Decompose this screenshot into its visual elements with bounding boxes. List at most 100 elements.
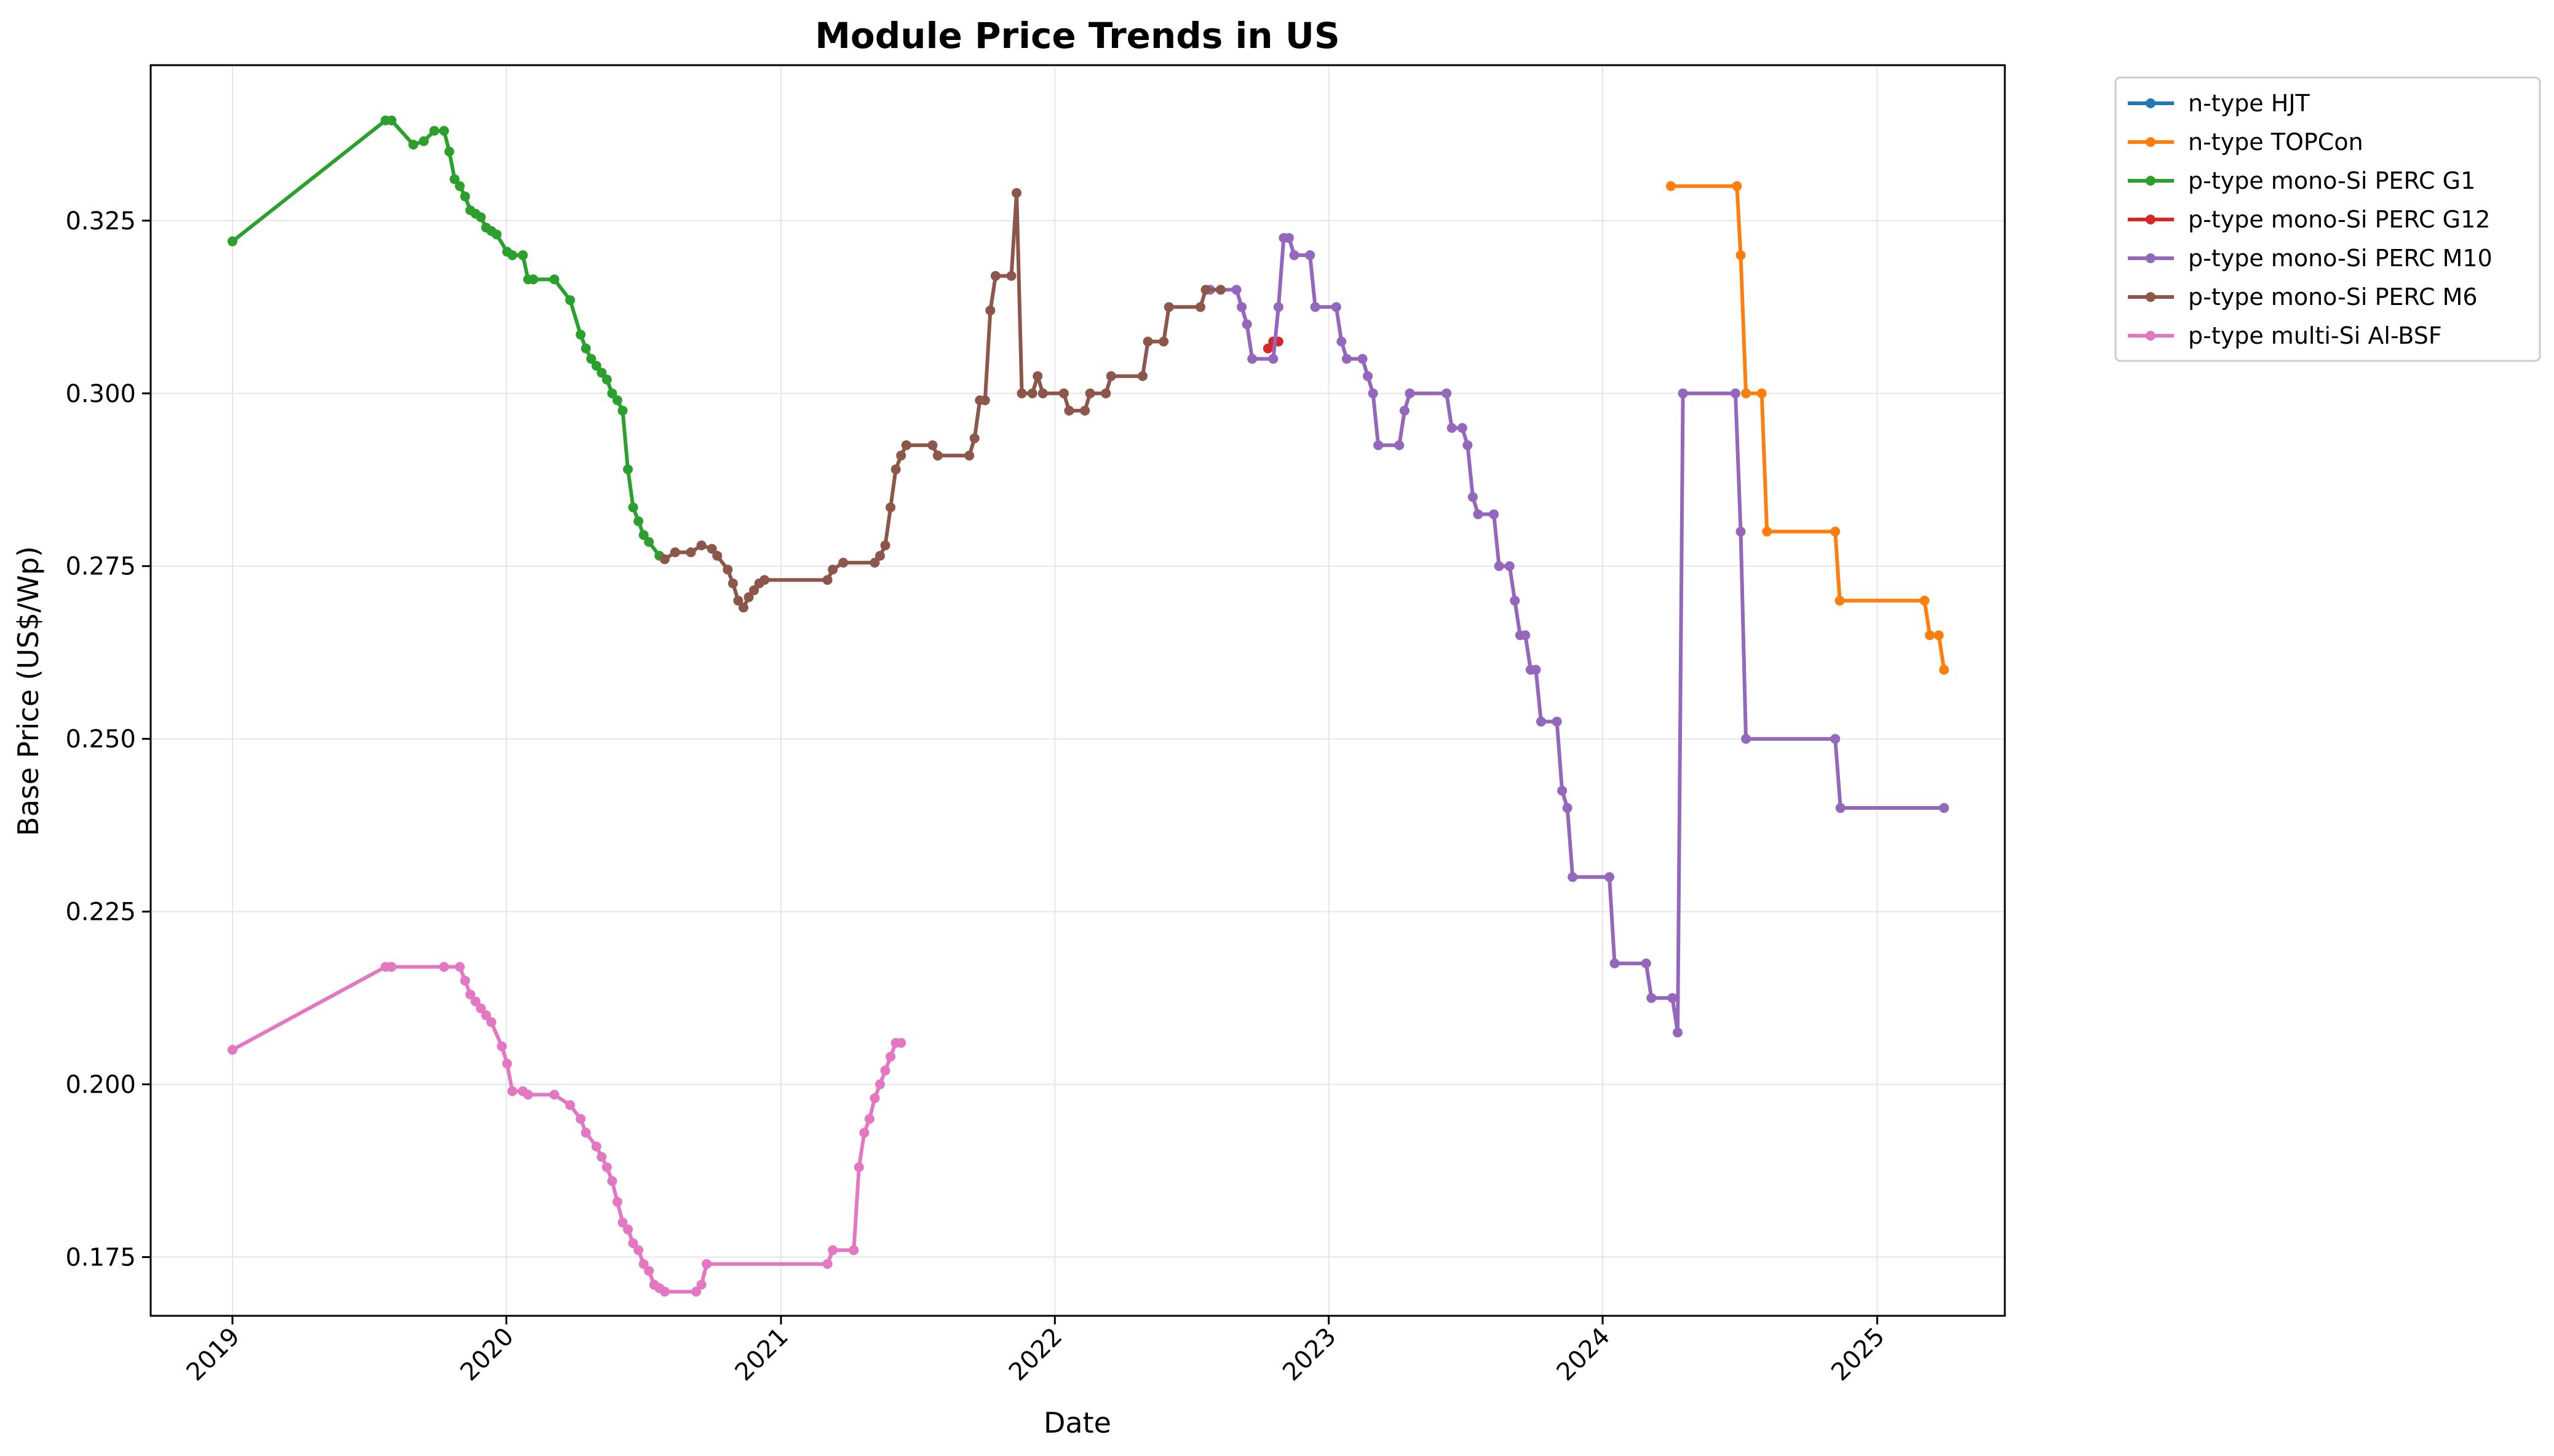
data-point <box>859 1128 870 1138</box>
data-point <box>617 405 628 416</box>
data-point <box>1273 302 1283 312</box>
data-point <box>644 537 654 547</box>
series-line <box>1210 235 1945 1035</box>
data-point <box>1467 492 1478 502</box>
data-point <box>880 540 890 551</box>
data-point <box>1536 716 1546 727</box>
series-2 <box>227 115 670 564</box>
y-axis-title: Base Price (US$/Wp) <box>12 546 45 836</box>
data-point <box>822 575 833 585</box>
data-point <box>227 1045 237 1055</box>
data-point <box>1237 302 1247 312</box>
x-tick-label: 2022 <box>1004 1323 1068 1387</box>
data-point <box>890 464 901 475</box>
data-point <box>612 395 622 406</box>
data-point <box>828 1245 838 1256</box>
data-point <box>586 354 597 364</box>
data-point <box>1017 388 1027 398</box>
data-point <box>623 464 633 475</box>
data-point <box>1939 803 1949 813</box>
data-point <box>628 1238 638 1249</box>
data-point <box>1310 302 1320 312</box>
data-point <box>1666 181 1676 191</box>
data-point <box>1520 630 1531 641</box>
data-point <box>638 1259 649 1269</box>
data-point <box>1741 388 1751 398</box>
data-point <box>1231 285 1242 295</box>
data-point <box>1641 958 1651 968</box>
data-point <box>1195 302 1205 312</box>
data-point <box>1762 526 1772 537</box>
data-point <box>1462 440 1473 451</box>
legend-label: p-type mono-Si PERC G12 <box>2188 206 2490 233</box>
grid-lines <box>151 65 2005 1316</box>
legend-label: n-type TOPCon <box>2188 129 2363 156</box>
data-point <box>601 374 612 385</box>
data-point <box>886 502 896 513</box>
data-point <box>386 962 397 972</box>
data-point <box>1263 343 1273 354</box>
data-point <box>1242 319 1252 330</box>
legend-label: p-type mono-Si PERC M6 <box>2188 283 2478 311</box>
data-point <box>870 558 880 568</box>
series-line <box>664 191 1221 610</box>
data-point <box>1473 509 1483 520</box>
data-point <box>1673 1027 1683 1038</box>
data-point <box>1830 734 1841 744</box>
data-point <box>1494 561 1504 571</box>
data-point <box>749 585 759 596</box>
data-point <box>549 1090 560 1100</box>
series-lines <box>227 115 1949 1297</box>
y-tick-label: 0.275 <box>65 553 136 581</box>
data-point <box>964 450 975 461</box>
data-point <box>1557 785 1568 796</box>
data-point <box>849 1245 859 1256</box>
legend-label: n-type HJT <box>2188 90 2310 117</box>
data-point <box>828 564 838 575</box>
data-point <box>1289 250 1299 261</box>
data-point <box>728 578 738 588</box>
data-point <box>990 271 1001 281</box>
y-tick-label: 0.325 <box>65 207 136 235</box>
data-point <box>969 433 980 443</box>
data-point <box>1667 993 1678 1003</box>
data-point <box>465 989 475 1000</box>
data-point <box>1080 405 1090 416</box>
data-point <box>696 540 707 551</box>
data-point <box>670 547 680 558</box>
data-point <box>702 1259 712 1269</box>
legend-swatch-marker <box>2146 176 2155 186</box>
data-point <box>1457 422 1467 433</box>
data-point <box>601 1162 612 1173</box>
data-point <box>854 1162 864 1173</box>
data-point <box>1033 371 1043 381</box>
series-line <box>231 118 666 561</box>
data-point <box>1247 354 1258 364</box>
data-point <box>1058 388 1069 398</box>
data-point <box>617 1217 628 1228</box>
data-point <box>1027 388 1037 398</box>
data-point <box>1012 188 1022 198</box>
data-point <box>874 550 885 561</box>
legend-item: p-type mono-Si PERC M6 <box>2128 283 2478 311</box>
data-point <box>1489 509 1499 520</box>
data-point <box>1363 371 1373 381</box>
data-point <box>1604 872 1614 882</box>
data-point <box>1368 388 1378 398</box>
data-point <box>644 1265 654 1276</box>
data-point <box>864 1114 874 1124</box>
data-point <box>497 1041 507 1051</box>
data-point <box>633 1245 644 1256</box>
x-tick-label: 2019 <box>181 1323 246 1387</box>
data-point <box>759 575 770 585</box>
data-point <box>1678 388 1688 398</box>
data-point <box>1159 336 1169 347</box>
data-point <box>607 388 617 398</box>
data-point <box>1138 371 1148 381</box>
series-1 <box>1666 181 1949 675</box>
series-line <box>1671 184 1946 670</box>
data-point <box>1268 354 1279 364</box>
data-point <box>439 125 450 136</box>
y-axis: 0.175 0.200 0.225 0.250 0.275 0.300 0.325 <box>65 207 151 1272</box>
data-point <box>659 554 670 564</box>
